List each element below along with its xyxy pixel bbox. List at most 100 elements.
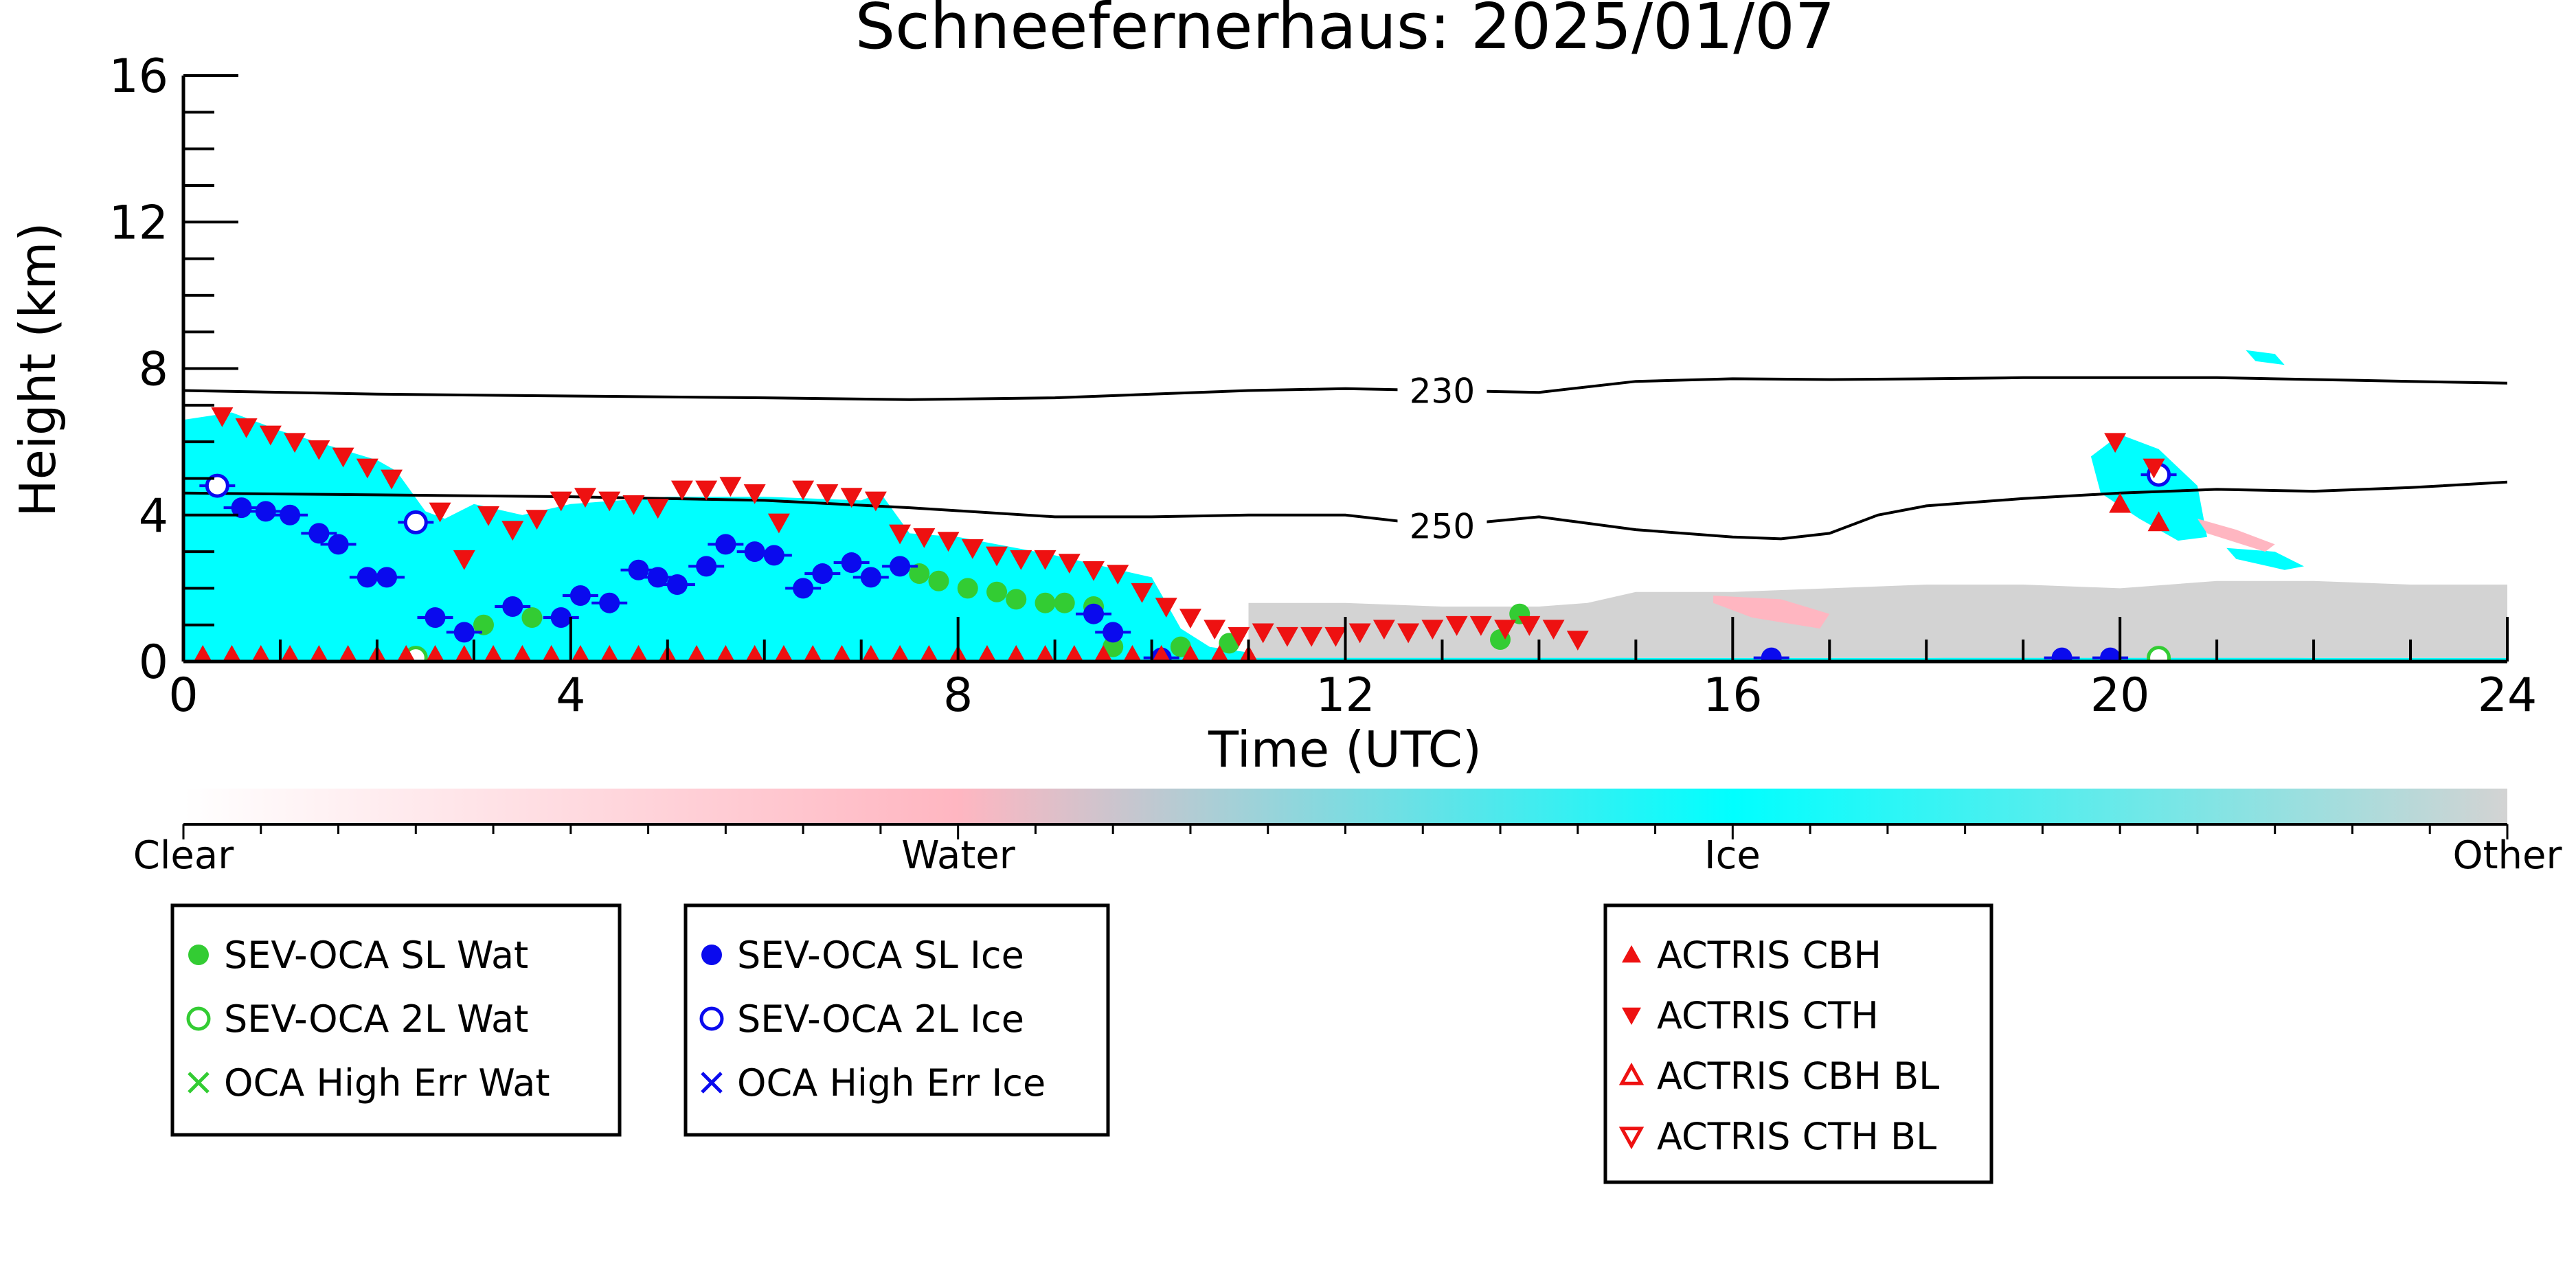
legend-marker-actris-cbh [1622, 945, 1641, 963]
point-sev-oca-sl-ice [2100, 647, 2121, 662]
mask-other [1248, 580, 2507, 658]
point-sev-oca-sl-ice [793, 578, 814, 599]
legend-box-2: SEV-OCA SL Ice SEV-OCA 2L Ice OCA High Err… [683, 903, 1110, 1137]
point-actris-cth [1518, 615, 1541, 636]
point-actris-cth [235, 418, 258, 438]
point-actris-cth [2143, 458, 2165, 479]
point-sev-oca-sl-ice [255, 501, 276, 522]
colorbar-label-other: Other [2452, 833, 2562, 878]
point-sev-oca-sl-wat [1103, 636, 1124, 657]
legend-marker-oca-high-err-wat [188, 1072, 210, 1094]
point-actris-cth [816, 484, 839, 504]
mask-water [1713, 596, 1830, 629]
point-actris-cth [1010, 550, 1032, 570]
point-sev-oca-sl-ice [763, 545, 784, 566]
legend-marker-actris-cbh-bl [1618, 1062, 1645, 1085]
point-sev-oca-sl-ice [1761, 647, 1782, 662]
point-sev-oca-2l-wat [2147, 646, 2171, 662]
plot-area: 230 250 [183, 350, 2507, 662]
legend-marker-sev-oca-sl-wat [188, 945, 209, 965]
legend-label-actris-cbh-bl: ACTRIS CBH BL [1657, 1054, 1939, 1098]
y-tick-label: 8 [139, 343, 168, 397]
mask-ice [2226, 547, 2304, 570]
x-tick-label: 4 [556, 668, 585, 723]
point-actris-cth [501, 521, 524, 541]
point-actris-cbh [1065, 645, 1084, 662]
point-actris-cbh [803, 645, 822, 662]
point-actris-cbh [571, 645, 590, 662]
legend-box-1: SEV-OCA SL Wat SEV-OCA 2L Wat OCA High Err… [170, 903, 622, 1137]
legend-label-actris-cth: ACTRIS CTH [1657, 994, 1879, 1037]
point-sev-oca-sl-ice [841, 552, 862, 574]
point-actris-cth [211, 407, 234, 427]
point-actris-cth [1228, 626, 1250, 647]
point-sev-oca-sl-wat [473, 614, 494, 635]
y-tick-label: 4 [139, 489, 168, 543]
point-actris-cth [1445, 615, 1468, 636]
point-actris-cth [743, 484, 766, 504]
point-sev-oca-sl-ice [812, 563, 833, 585]
point-sev-oca-sl-wat [1035, 592, 1056, 613]
point-sev-oca-sl-ice [231, 497, 252, 519]
point-sev-oca-sl-ice [1083, 603, 1105, 624]
cloud-mask-layer [183, 350, 2507, 662]
point-actris-cbh [600, 645, 619, 662]
point-sev-oca-2l-ice [205, 473, 229, 498]
point-actris-cth [1469, 615, 1492, 636]
legend-box-3: ACTRIS CBH ACTRIS CTH ACTRIS CBH BL ACTRIS … [1603, 903, 1993, 1184]
point-actris-cth [792, 480, 815, 501]
point-actris-cbh [629, 645, 648, 662]
point-actris-cbh [251, 645, 271, 662]
point-sev-oca-sl-ice [569, 585, 591, 607]
point-actris-cth [1179, 609, 1201, 629]
point-actris-cbh [1181, 645, 1200, 662]
colorbar-label-clear: Clear [133, 833, 234, 878]
point-actris-cth [550, 491, 572, 512]
point-actris-cbh [774, 645, 793, 662]
colorbar-gradient [183, 789, 2507, 823]
point-actris-cth [1494, 620, 1517, 640]
point-actris-cbh [513, 645, 532, 662]
contour-label-250: 250 [1410, 507, 1475, 547]
legend-marker-oca-high-err-ice [701, 1072, 723, 1094]
point-sev-oca-sl-ice [696, 556, 717, 577]
legend-label-sev-oca-sl-ice: SEV-OCA SL Ice [737, 934, 1024, 977]
point-actris-cbh [542, 645, 561, 662]
point-actris-cth [574, 488, 596, 508]
point-actris-cbh [310, 645, 328, 662]
point-sev-oca-sl-ice [502, 596, 523, 618]
point-sev-oca-sl-ice [599, 592, 620, 613]
point-actris-cth [646, 499, 669, 519]
legend-frame [683, 903, 1110, 1137]
y-tick-label: 12 [109, 196, 168, 250]
point-actris-cth [1324, 626, 1347, 647]
legend-marker-sev-oca-sl-ice [701, 945, 722, 965]
point-sev-oca-sl-wat [521, 607, 543, 629]
point-sev-oca-2l-ice [403, 510, 428, 534]
mask-ice [183, 412, 2507, 662]
point-actris-cth [695, 480, 718, 501]
point-actris-cth [1155, 598, 1177, 618]
point-sev-oca-sl-wat [928, 570, 949, 591]
point-sev-oca-sl-wat [986, 581, 1008, 602]
point-actris-cbh [1152, 645, 1171, 662]
axes: 0 4 8 12 16 0 4 8 12 16 20 24 [109, 49, 2537, 723]
y-tick-label: 16 [109, 49, 168, 104]
point-actris-cbh [1210, 645, 1229, 662]
point-actris-cth [453, 550, 475, 570]
point-sev-oca-sl-ice [453, 622, 475, 643]
legend-marker-actris-cth [1622, 1007, 1641, 1025]
point-actris-cth [840, 488, 863, 508]
colorbar-label-ice: Ice [1704, 833, 1761, 878]
point-actris-cbh [455, 645, 474, 662]
point-actris-cth [259, 425, 282, 446]
temperature-contours: 230 250 [183, 371, 2507, 547]
point-sev-oca-sl-wat [1170, 636, 1191, 657]
point-sev-oca-sl-ice [715, 534, 736, 555]
point-actris-cth [284, 433, 306, 453]
point-sev-oca-sl-ice [890, 556, 911, 577]
point-actris-cbh [2147, 511, 2170, 532]
point-actris-cth [1034, 550, 1057, 570]
point-actris-cth [477, 506, 500, 526]
point-actris-cth [670, 480, 693, 501]
